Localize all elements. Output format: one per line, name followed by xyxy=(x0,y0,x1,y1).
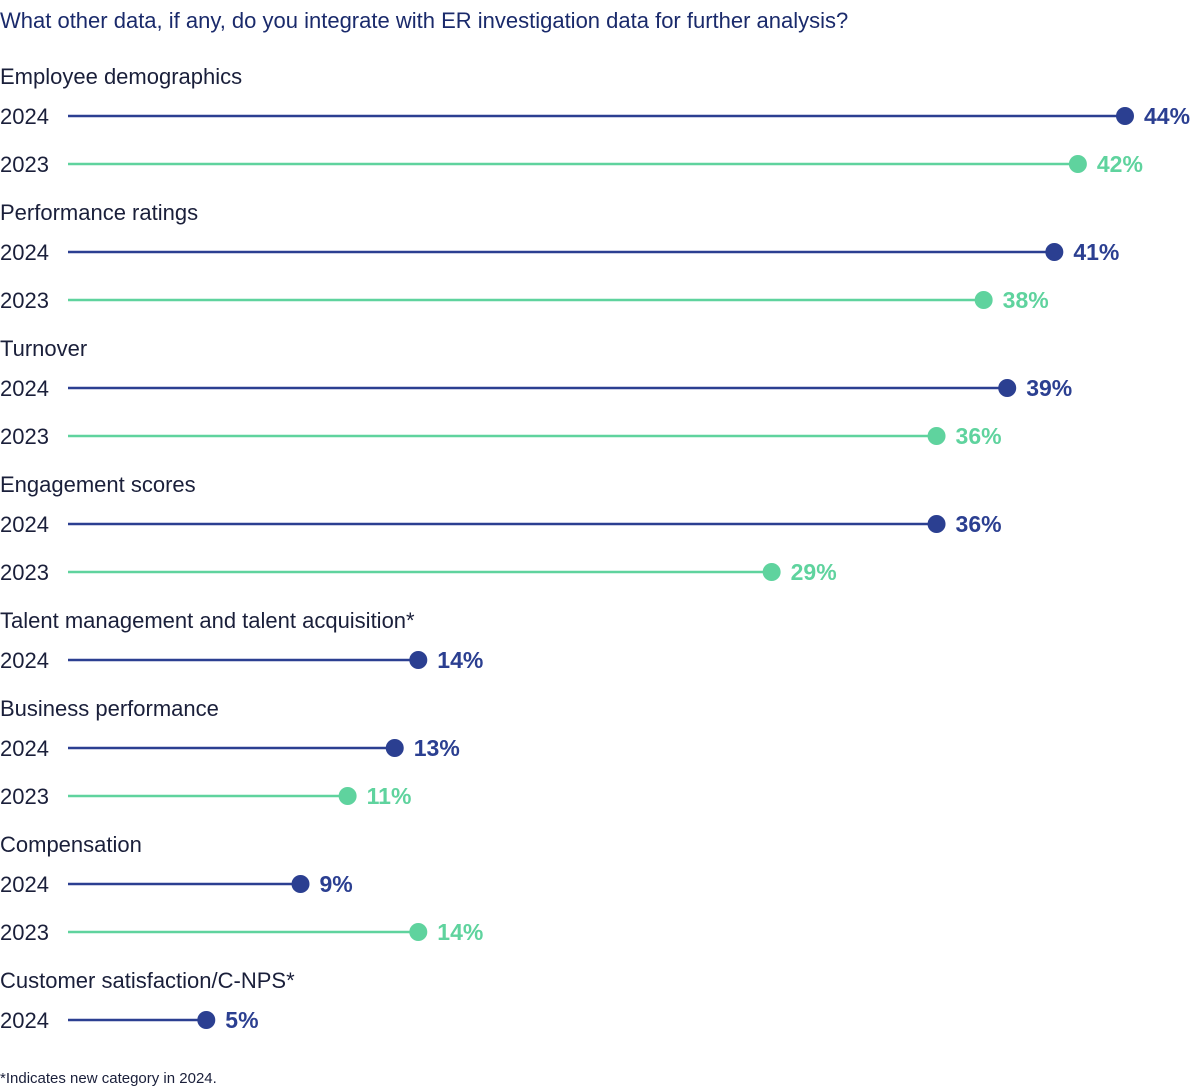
year-label: 2024 xyxy=(0,240,49,265)
year-label: 2024 xyxy=(0,1008,49,1033)
year-label: 2023 xyxy=(0,288,49,313)
category-group: Turnover 2024 39% 2023 36% xyxy=(0,336,1072,449)
year-label: 2024 xyxy=(0,512,49,537)
category-group: Employee demographics 2024 44% 2023 42% xyxy=(0,64,1190,177)
year-label: 2024 xyxy=(0,648,49,673)
value-label: 5% xyxy=(225,1007,258,1033)
category-label: Talent management and talent acquisition… xyxy=(0,608,415,633)
chart-body: Employee demographics 2024 44% 2023 42% Perfo… xyxy=(0,64,1190,1033)
lollipop-dot xyxy=(974,291,993,309)
value-label: 9% xyxy=(320,871,353,897)
value-label: 39% xyxy=(1026,375,1072,401)
lollipop-dot xyxy=(927,427,946,445)
year-label: 2024 xyxy=(0,872,49,897)
value-label: 14% xyxy=(437,919,483,945)
category-label: Compensation xyxy=(0,832,142,857)
category-label: Business performance xyxy=(0,696,219,721)
category-group: Business performance 2024 13% 2023 11% xyxy=(0,696,460,809)
year-label: 2023 xyxy=(0,784,49,809)
lollipop-dot xyxy=(291,875,310,893)
year-label: 2024 xyxy=(0,736,49,761)
value-label: 14% xyxy=(437,647,483,673)
year-label: 2023 xyxy=(0,424,49,449)
lollipop-dot xyxy=(338,787,357,805)
lollipop-dot xyxy=(927,515,946,533)
category-label: Turnover xyxy=(0,336,87,361)
category-label: Performance ratings xyxy=(0,200,198,225)
lollipop-dot xyxy=(998,379,1017,397)
category-group: Talent management and talent acquisition… xyxy=(0,608,483,673)
category-label: Employee demographics xyxy=(0,64,242,89)
lollipop-dot xyxy=(1116,107,1134,125)
lollipop-dot xyxy=(197,1011,216,1029)
lollipop-dot xyxy=(762,563,781,581)
category-group: Engagement scores 2024 36% 2023 29% xyxy=(0,472,1002,585)
category-group: Compensation 2024 9% 2023 14% xyxy=(0,832,483,945)
value-label: 42% xyxy=(1097,151,1143,177)
year-label: 2023 xyxy=(0,920,49,945)
lollipop-dot xyxy=(409,923,428,941)
value-label: 41% xyxy=(1073,239,1119,265)
category-group: Customer satisfaction/C-NPS* 2024 5% xyxy=(0,968,295,1033)
value-label: 36% xyxy=(956,423,1002,449)
value-label: 36% xyxy=(956,511,1002,537)
value-label: 13% xyxy=(414,735,460,761)
chart-title: What other data, if any, do you integrat… xyxy=(0,8,848,33)
value-label: 38% xyxy=(1003,287,1049,313)
footnote: *Indicates new category in 2024. xyxy=(0,1070,217,1087)
lollipop-dot xyxy=(1045,243,1064,261)
value-label: 44% xyxy=(1144,103,1190,129)
lollipop-dot xyxy=(1068,155,1087,173)
category-label: Customer satisfaction/C-NPS* xyxy=(0,968,295,993)
year-label: 2024 xyxy=(0,376,49,401)
value-label: 11% xyxy=(367,783,412,809)
year-label: 2024 xyxy=(0,104,49,129)
year-label: 2023 xyxy=(0,152,49,177)
lollipop-dot xyxy=(385,739,404,757)
lollipop-dot xyxy=(409,651,428,669)
category-group: Performance ratings 2024 41% 2023 38% xyxy=(0,200,1119,313)
category-label: Engagement scores xyxy=(0,472,196,497)
value-label: 29% xyxy=(791,559,837,585)
year-label: 2023 xyxy=(0,560,49,585)
